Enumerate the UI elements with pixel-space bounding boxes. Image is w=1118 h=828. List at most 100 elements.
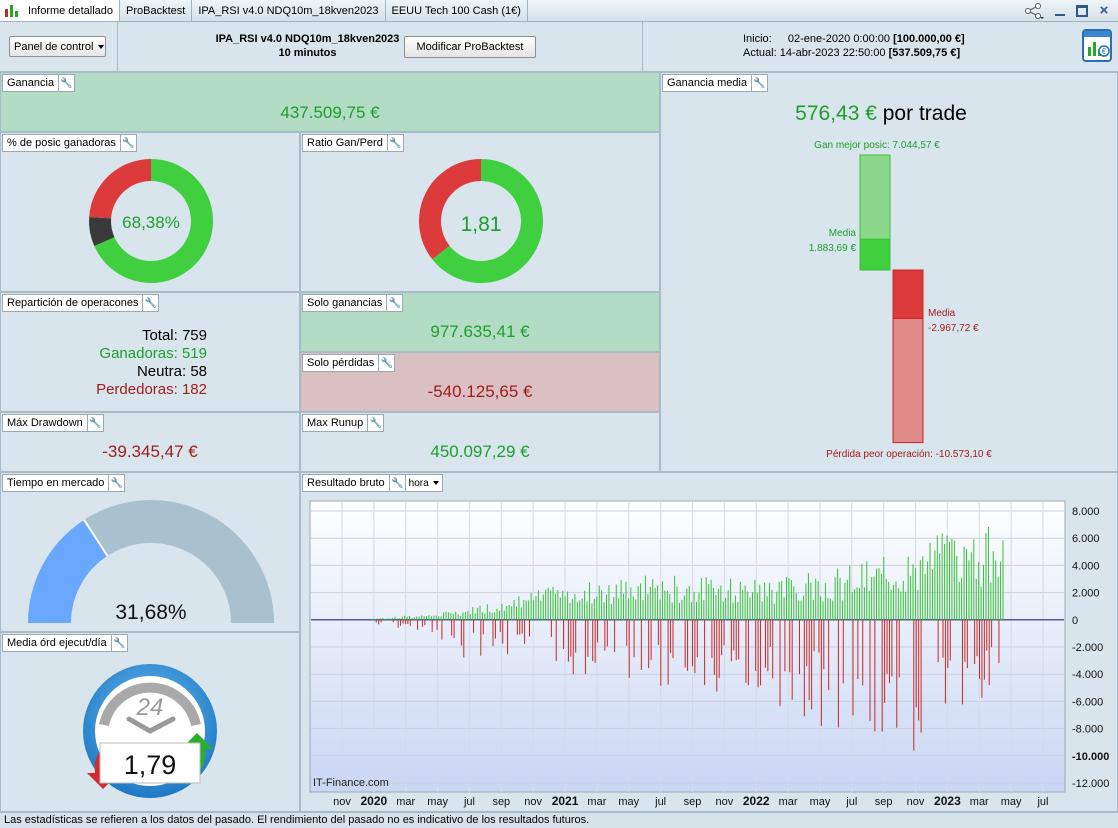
- x-tick-label: jul: [845, 796, 857, 808]
- avg-loss-bar: [892, 269, 924, 319]
- reparticion-title: Repartición de operacones 🔧: [2, 294, 160, 312]
- minimize-icon[interactable]: [1054, 5, 1066, 17]
- resultado-bruto-panel: Resultado bruto 🔧 hora 8.000 6.000 4.000 2.…: [300, 472, 1118, 812]
- maximize-icon[interactable]: [1076, 4, 1088, 17]
- best-trade-bar: [859, 154, 891, 240]
- win-label: Ganadoras:: [99, 345, 178, 362]
- wrench-icon[interactable]: 🔧: [86, 415, 103, 431]
- win-row: Ganadoras: 519: [1, 345, 207, 363]
- reparticion-stats: Total: 759 Ganadoras: 519 Neutra: 58 Per…: [1, 327, 207, 399]
- solo-perdidas-title: Solo pérdidas 🔧: [302, 354, 396, 372]
- wrench-icon[interactable]: 🔧: [110, 635, 127, 651]
- avg-win-loss-graph: Gan mejor posic: 7.044,57 € Media 1.883,…: [809, 140, 993, 460]
- x-tick-label: jul: [654, 796, 666, 808]
- tiempo-mercado-panel: Tiempo en mercado 🔧 31,68%: [0, 472, 300, 632]
- wrench-icon[interactable]: 🔧: [119, 135, 136, 151]
- wrench-icon[interactable]: 🔧: [142, 295, 158, 311]
- solo-perdidas-value: -540.125,65 €: [427, 382, 533, 401]
- reparticion-panel: Repartición de operacones 🔧 Total: 759 G…: [0, 292, 300, 412]
- y-tick-label: 6.000: [1072, 533, 1100, 545]
- end-label: Actual:: [743, 47, 777, 59]
- panel-select-label: Panel de control: [14, 40, 94, 53]
- gross-result-chart: 8.000 6.000 4.000 2.000 0 -2.000 -4.000 -6.000 -…: [309, 500, 1109, 808]
- dial-label: 24: [136, 694, 164, 721]
- orders-per-day-dial: 24 1,79: [83, 664, 217, 798]
- wrench-icon[interactable]: 🔧: [388, 475, 405, 491]
- tiempo-mercado-title: Tiempo en mercado 🔧: [2, 474, 126, 492]
- start-value: [100.000,00 €]: [893, 33, 965, 45]
- period-select[interactable]: hora: [404, 475, 442, 491]
- chevron-down-icon: [97, 44, 104, 49]
- clock-arc-icon: [99, 682, 201, 727]
- x-tick-label: 2021: [552, 794, 579, 808]
- start-row: Inicio: 02-ene-2020 0:00:00 [100.000,00 …: [743, 33, 965, 45]
- neutral-row: Neutra: 58: [1, 363, 207, 381]
- total-row: Total: 759: [1, 327, 207, 345]
- clock-hand: [126, 716, 153, 734]
- ratio-donut: 1,81: [419, 159, 543, 283]
- x-tick-label: nov: [907, 796, 925, 808]
- y-tick-label: 2.000: [1072, 588, 1100, 600]
- x-tick-label: 2023: [934, 794, 961, 808]
- avg-win-label: Media: [829, 228, 857, 239]
- x-tick-label: 2022: [743, 794, 770, 808]
- share-icon[interactable]: [1024, 2, 1044, 19]
- start-date: 02-ene-2020 0:00:00: [787, 33, 891, 45]
- close-icon[interactable]: ×: [1099, 1, 1109, 19]
- gauge-filled: [28, 519, 108, 623]
- watermark: IT-Finance.com: [313, 777, 389, 789]
- wrench-icon[interactable]: 🔧: [367, 415, 383, 431]
- wrench-icon[interactable]: 🔧: [386, 295, 402, 311]
- wrench-icon[interactable]: 🔧: [386, 135, 403, 151]
- report-icon[interactable]: €: [1082, 29, 1112, 62]
- neutral-value: 58: [190, 363, 207, 380]
- max-drawdown-value: -39.345,47 €: [102, 442, 198, 461]
- period-select-label: hora: [408, 477, 429, 489]
- svg-text:€: €: [1102, 47, 1107, 56]
- wrench-icon[interactable]: 🔧: [58, 75, 74, 91]
- tab-label: IPA_RSI v4.0 NDQ10m_18kven2023: [198, 4, 379, 17]
- x-tick-label: may: [618, 796, 639, 808]
- ganancia-panel: Ganancia 🔧 437.509,75 €: [0, 72, 660, 132]
- tab-label: Informe detallado: [28, 4, 113, 17]
- avg-win-value: 1.883,69 €: [809, 243, 857, 254]
- best-trade-label: Gan mejor posic: 7.044,57 €: [814, 140, 940, 151]
- wrench-icon[interactable]: 🔧: [751, 75, 767, 91]
- loss-value: 182: [181, 381, 207, 398]
- gauge-divider: [83, 519, 109, 557]
- avg-loss-value: -2.967,72 €: [928, 323, 979, 334]
- panel-title-label: % de posic ganadoras: [7, 137, 116, 149]
- x-tick-label: nov: [333, 796, 351, 808]
- divider: [117, 22, 118, 71]
- x-tick-label: may: [1001, 796, 1022, 808]
- ganancia-media-title: Ganancia media 🔧: [662, 74, 769, 92]
- wrench-icon[interactable]: 🔧: [378, 355, 394, 371]
- ratio-panel: Ratio Gan/Perd 🔧 1,81: [300, 132, 660, 292]
- donut-slice-winners: [94, 159, 213, 283]
- start-label: Inicio:: [743, 33, 772, 45]
- panel-select[interactable]: Panel de control: [9, 36, 106, 57]
- worst-trade-bar: [892, 317, 924, 444]
- wrench-icon[interactable]: 🔧: [108, 475, 124, 491]
- tab-label: EEUU Tech 100 Cash (1€): [391, 4, 521, 17]
- y-tick-label: -2.000: [1072, 642, 1103, 654]
- modify-probacktest-button[interactable]: Modificar ProBacktest: [404, 36, 536, 58]
- panel-title-label: Ratio Gan/Perd: [307, 137, 383, 149]
- panel-title-label: Ganancia: [7, 77, 55, 89]
- dial-value-box: [99, 742, 201, 784]
- donut-slice-losses: [419, 159, 481, 260]
- tab-informe-detallado[interactable]: Informe detallado: [0, 0, 120, 21]
- x-tick-label: jul: [463, 796, 475, 808]
- loss-row: Perdedoras: 182: [1, 381, 207, 399]
- x-tick-label: mar: [970, 796, 989, 808]
- y-tick-label: -8.000: [1072, 724, 1103, 736]
- tab-probacktest[interactable]: ProBacktest: [120, 0, 193, 21]
- y-tick-label: 0: [1072, 615, 1078, 627]
- max-runup-title: Max Runup 🔧: [302, 414, 385, 432]
- tab-bar: Informe detallado ProBacktest IPA_RSI v4…: [0, 0, 1118, 22]
- tab-instrument[interactable]: EEUU Tech 100 Cash (1€): [386, 0, 528, 21]
- tab-strategy[interactable]: IPA_RSI v4.0 NDQ10m_18kven2023: [192, 0, 386, 21]
- panel-title-label: Resultado bruto: [307, 477, 385, 489]
- orders-per-day-value: 1,79: [124, 750, 177, 780]
- y-tick-label: -10.000: [1072, 751, 1109, 763]
